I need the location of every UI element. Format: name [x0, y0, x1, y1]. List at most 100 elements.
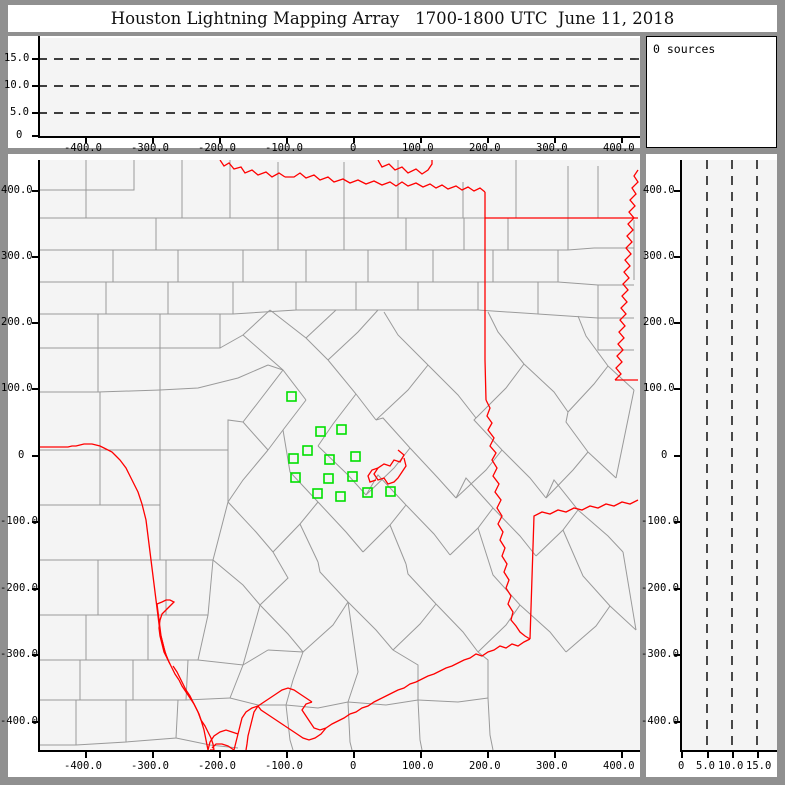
- tick-ts-x-200: [487, 137, 489, 143]
- ticklabel-ts-y-0: 0: [16, 129, 23, 141]
- ticklabel-hist-y--200: -200.0: [641, 582, 679, 594]
- station-marker[interactable]: [324, 454, 335, 465]
- ticklabel-map-y-0: 0: [18, 449, 25, 461]
- station-marker[interactable]: [362, 487, 373, 498]
- time-series-y-axis: [38, 36, 40, 138]
- tick-map-y-400: [32, 190, 39, 192]
- ticklabel-ts-x--200: -200.0: [198, 142, 236, 154]
- ticklabel-map-y--200: -200.0: [0, 582, 38, 594]
- tick-ts-x--400: [85, 137, 87, 143]
- ticklabel-hist-y-400: 400.0: [643, 184, 675, 196]
- station-marker[interactable]: [290, 472, 301, 483]
- station-marker[interactable]: [385, 486, 396, 497]
- tick-map-y-100: [32, 388, 39, 390]
- ticklabel-ts-y-5: 5.0: [10, 106, 29, 118]
- tick-map-x--100: [286, 751, 288, 758]
- tick-hist-y--300: [674, 654, 681, 656]
- station-marker[interactable]: [323, 473, 334, 484]
- ticklabel-map-x-200: 200.0: [469, 760, 501, 772]
- tick-map-y--200: [32, 588, 39, 590]
- ticklabel-map-x-100: 100.0: [402, 760, 434, 772]
- tick-map-x-300: [554, 751, 556, 758]
- station-marker[interactable]: [347, 471, 358, 482]
- ticklabel-ts-x--100: -100.0: [265, 142, 303, 154]
- ticklabel-hist-y--100: -100.0: [641, 515, 679, 527]
- time-series-gridlines: [38, 58, 640, 114]
- histogram-plot-area: [680, 160, 777, 750]
- ticklabel-map-y-200: 200.0: [1, 316, 33, 328]
- sources-panel: 0 sources: [646, 36, 777, 148]
- ticklabel-map-x-400: 400.0: [603, 760, 635, 772]
- ticklabel-ts-x-100: 100.0: [402, 142, 434, 154]
- ticklabel-map-y--100: -100.0: [0, 515, 38, 527]
- ticklabel-ts-x-200: 200.0: [469, 142, 501, 154]
- tick-map-x--200: [219, 751, 221, 758]
- tick-hist-y-300: [674, 256, 681, 258]
- station-marker[interactable]: [350, 451, 361, 462]
- tick-map-x--300: [152, 751, 154, 758]
- tick-map-x-400: [621, 751, 623, 758]
- tick-map-x-200: [487, 751, 489, 758]
- ticklabel-ts-y-10: 10.0: [4, 79, 30, 91]
- ticklabel-map-y-100: 100.0: [1, 382, 33, 394]
- ticklabel-map-x--400: -400.0: [64, 760, 102, 772]
- histogram-x-axis: [680, 750, 777, 752]
- time-series-x-axis: [38, 136, 640, 138]
- ticklabel-hist-y-100: 100.0: [643, 382, 675, 394]
- ticklabel-hist-y--400: -400.0: [641, 715, 679, 727]
- tick-hist-x-15: [757, 751, 759, 758]
- histogram-canvas: [706, 160, 758, 750]
- tick-ts-x--200: [219, 137, 221, 143]
- ticklabel-map-x-0: 0: [350, 760, 357, 772]
- tick-hist-y-200: [674, 322, 681, 324]
- station-marker[interactable]: [335, 491, 346, 502]
- station-marker[interactable]: [286, 391, 297, 402]
- tick-hist-x-10: [732, 751, 734, 758]
- tick-map-y-200: [32, 322, 39, 324]
- ticklabel-hist-x-5: 5.0: [696, 760, 715, 772]
- ticklabel-ts-x-400: 400.0: [603, 142, 635, 154]
- tick-map-x-100: [420, 751, 422, 758]
- tick-hist-y--200: [674, 588, 681, 590]
- county-borders-layer: [38, 160, 637, 750]
- ticklabel-hist-x-0: 0: [678, 760, 685, 772]
- station-marker[interactable]: [336, 424, 347, 435]
- tick-map-y--300: [32, 654, 39, 656]
- tick-y-0: [32, 135, 39, 137]
- tick-y-15: [32, 58, 39, 60]
- ticklabel-map-x--100: -100.0: [265, 760, 303, 772]
- histogram-gridlines: [706, 160, 758, 750]
- tick-ts-x-300: [554, 137, 556, 143]
- tick-map-y--100: [32, 521, 39, 523]
- ticklabel-ts-x--400: -400.0: [64, 142, 102, 154]
- station-marker[interactable]: [315, 426, 326, 437]
- ticklabel-hist-y--300: -300.0: [641, 648, 679, 660]
- coastline-layer: [38, 443, 215, 750]
- ticklabel-ts-x-300: 300.0: [536, 142, 568, 154]
- state-borders-layer: [207, 160, 639, 750]
- ticklabel-map-y--400: -400.0: [0, 715, 38, 727]
- ticklabel-hist-y-200: 200.0: [643, 316, 675, 328]
- station-marker[interactable]: [312, 488, 323, 499]
- tick-ts-x-100: [420, 137, 422, 143]
- tick-hist-y--100: [674, 521, 681, 523]
- map-canvas: [38, 160, 639, 750]
- station-marker[interactable]: [302, 445, 313, 456]
- tick-y-10: [32, 85, 39, 87]
- ticklabel-map-y-300: 300.0: [1, 250, 33, 262]
- ticklabel-hist-y-300: 300.0: [643, 250, 675, 262]
- ticklabel-ts-x-0: 0: [350, 142, 357, 154]
- station-marker[interactable]: [288, 453, 299, 464]
- tick-hist-y--400: [674, 721, 681, 723]
- ticklabel-hist-x-15: 15.0: [746, 760, 772, 772]
- tick-ts-x-400: [621, 137, 623, 143]
- tick-hist-x-5: [707, 751, 709, 758]
- lma-station-markers-layer: [286, 391, 396, 502]
- time-series-plot-area: [38, 38, 640, 136]
- ticklabel-map-x--200: -200.0: [198, 760, 236, 772]
- map-plot-area[interactable]: [38, 160, 640, 750]
- tick-ts-x--100: [286, 137, 288, 143]
- ticklabel-hist-y-0: 0: [661, 449, 668, 461]
- time-series-canvas: [38, 58, 640, 114]
